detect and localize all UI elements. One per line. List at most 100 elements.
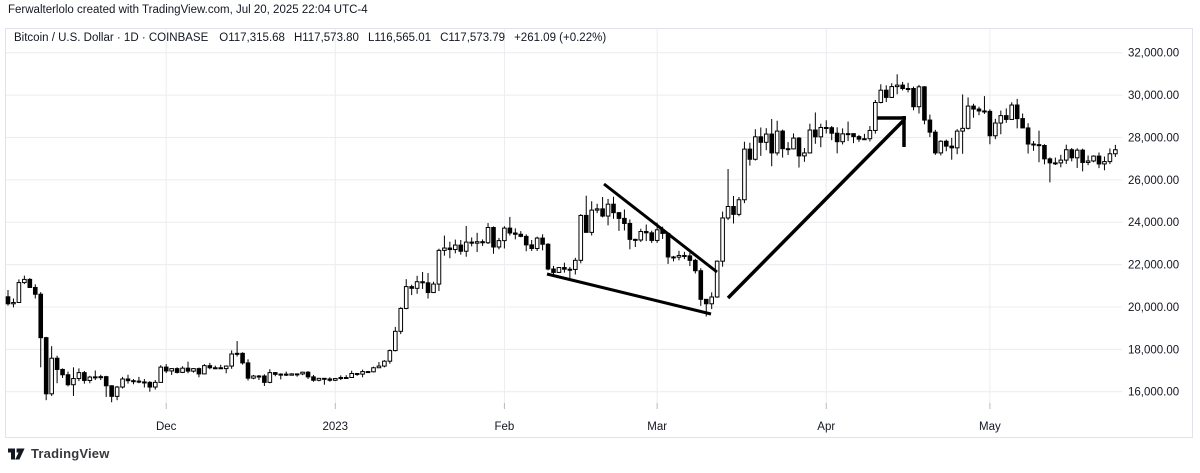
candle-down: [671, 256, 676, 259]
candle-down: [943, 140, 949, 147]
candle-up: [158, 366, 164, 383]
candles-layer: [5, 74, 1118, 403]
candle-up: [360, 371, 365, 375]
candle-down: [32, 286, 38, 295]
candle-down: [1096, 155, 1102, 165]
candle-down: [1080, 149, 1085, 163]
candle-up: [229, 353, 234, 367]
candle-down: [1036, 144, 1042, 147]
candle-up: [1063, 149, 1069, 161]
tradingview-attribution-footer: TradingView: [8, 446, 110, 461]
candle-up: [993, 122, 998, 137]
candle-down: [1042, 145, 1047, 160]
candle-up: [453, 244, 458, 251]
candle-up: [578, 214, 584, 261]
candle-down: [682, 254, 687, 257]
candle-down: [769, 133, 775, 154]
candle-up: [1091, 155, 1096, 162]
wedge-upper-trendline[interactable]: [603, 182, 718, 274]
candle-down: [703, 298, 709, 305]
candle-down: [245, 362, 251, 379]
candle-up: [960, 127, 965, 132]
candle-down: [103, 376, 109, 387]
candle-up: [905, 88, 911, 91]
candle-down: [480, 241, 485, 244]
candle-down: [125, 378, 131, 382]
candle-down: [136, 380, 142, 383]
candle-down: [949, 145, 955, 149]
candle-down: [322, 377, 327, 380]
candle-down: [131, 380, 136, 383]
candle-up: [338, 377, 344, 380]
candle-up: [502, 227, 507, 242]
candle-up: [889, 86, 895, 98]
candle-down: [82, 372, 87, 381]
time-axis[interactable]: Dec 2023 Feb Mar Apr May: [156, 403, 1001, 433]
candle-down: [38, 293, 44, 339]
candle-down: [507, 227, 513, 234]
tradingview-logo-icon[interactable]: [8, 447, 25, 461]
candle-up: [300, 371, 305, 375]
candle-up: [774, 130, 780, 154]
price-axis-label: 26,000.00: [1128, 175, 1179, 187]
candle-up: [393, 330, 398, 352]
candle-down: [513, 232, 518, 235]
candle-up: [92, 376, 98, 379]
candle-down: [823, 126, 829, 129]
candle-down: [616, 212, 622, 219]
candle-down: [425, 282, 431, 294]
candle-up: [333, 378, 338, 381]
candle-down: [731, 206, 736, 215]
breakout-arrow-shaft[interactable]: [726, 119, 905, 300]
candle-down: [43, 337, 49, 395]
time-axis-label: Mar: [647, 421, 667, 433]
candle-down: [272, 372, 278, 375]
candle-up: [387, 350, 393, 362]
candle-down: [262, 375, 267, 383]
candle-down: [922, 86, 927, 121]
candle-down: [469, 241, 474, 244]
candle-up: [234, 352, 240, 355]
grid-layer: [6, 28, 1122, 403]
candle-up: [180, 367, 185, 373]
wedge-lower-trendline[interactable]: [546, 272, 712, 316]
symbol-title[interactable]: Bitcoin / U.S. Dollar · 1D · COINBASE: [14, 32, 209, 44]
candle-down: [851, 133, 856, 138]
candle-down: [5, 296, 11, 305]
candle-up: [556, 267, 562, 273]
candle-up: [349, 372, 354, 379]
price-axis-label: 18,000.00: [1128, 344, 1179, 356]
candle-down: [785, 148, 791, 151]
time-axis-label: 2023: [323, 421, 349, 433]
candle-down: [27, 278, 33, 288]
candle-down: [665, 232, 671, 258]
candle-down: [583, 214, 589, 233]
candle-down: [409, 286, 414, 289]
candle-up: [802, 152, 807, 157]
candle-up: [594, 208, 600, 211]
tradingview-logo-text[interactable]: TradingView: [31, 446, 110, 461]
time-axis-label: Dec: [156, 421, 177, 433]
price-axis-label: 30,000.00: [1128, 90, 1179, 102]
candle-up: [998, 115, 1004, 124]
price-axis-label: 24,000.00: [1128, 217, 1179, 229]
candle-up: [1107, 153, 1113, 163]
candle-up: [169, 368, 174, 372]
candle-up: [414, 281, 420, 289]
candle-up: [894, 84, 900, 88]
candle-down: [354, 372, 360, 375]
candle-up: [873, 101, 878, 131]
candle-up: [376, 365, 382, 369]
attribution-text: Ferwalterlolo created with TradingView.c…: [8, 4, 368, 16]
candle-down: [523, 235, 529, 246]
candle-down: [1025, 127, 1031, 145]
candle-up: [709, 296, 714, 305]
candle-down: [551, 268, 556, 273]
candle-up: [152, 381, 158, 388]
candle-down: [780, 130, 785, 150]
price-axis[interactable]: 32,000.00 30,000.00 28,000.00 26,000.00 24,0…: [1128, 48, 1179, 399]
candle-down: [900, 84, 905, 90]
candle-down: [927, 119, 933, 133]
candle-down: [163, 366, 169, 372]
